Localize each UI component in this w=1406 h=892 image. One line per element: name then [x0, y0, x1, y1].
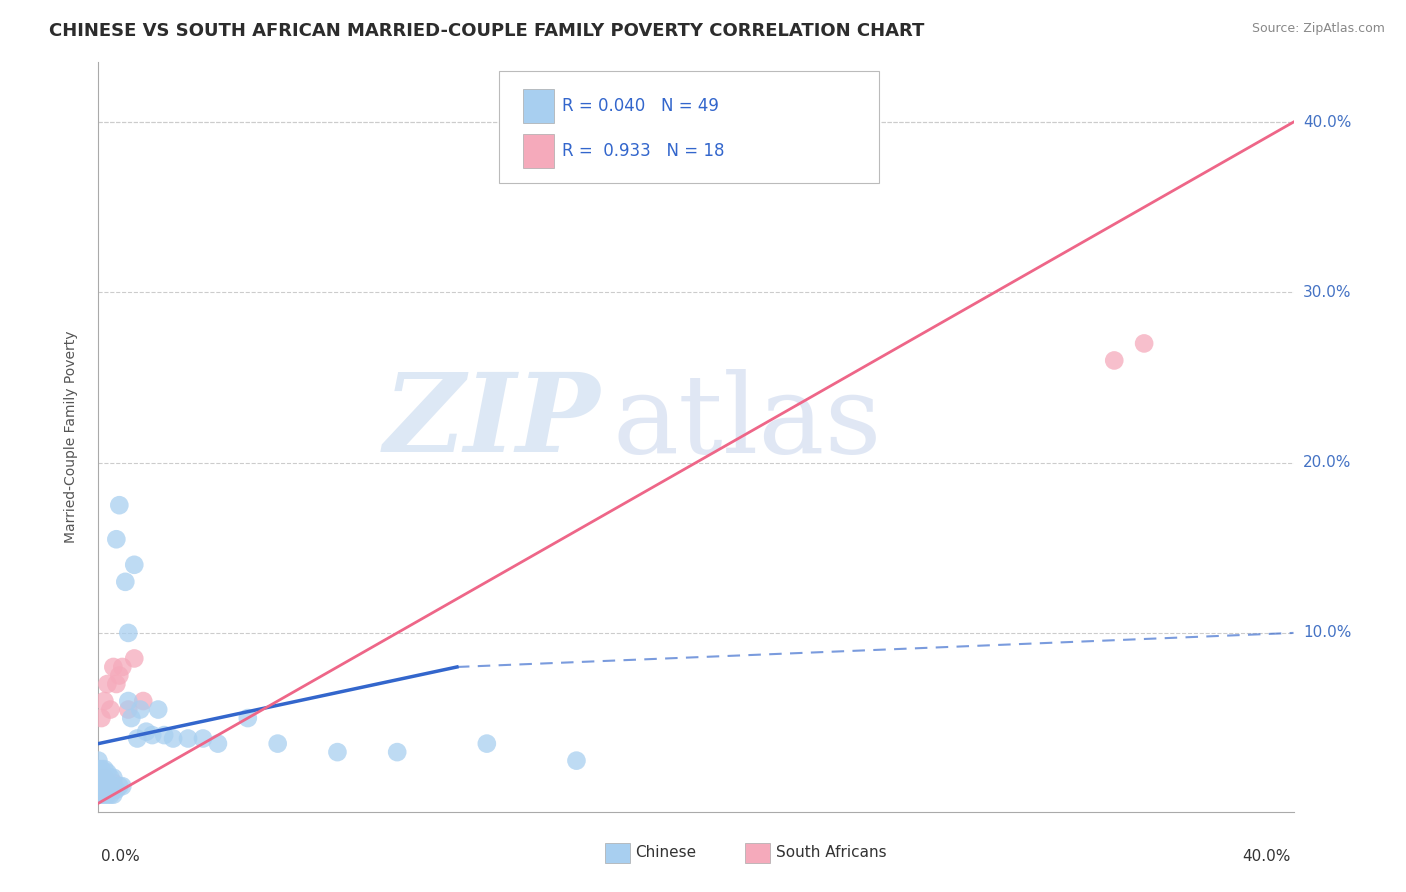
Point: [108, 779, 131, 793]
Point: [191, 731, 214, 746]
Point: [117, 694, 139, 708]
Point: [153, 728, 176, 742]
Point: [98, 771, 122, 785]
Point: [177, 731, 200, 746]
Point: [93, 788, 115, 802]
Point: [93, 771, 115, 785]
Point: [565, 754, 588, 768]
Point: [96, 677, 118, 691]
Point: [105, 782, 128, 797]
Point: [96, 782, 118, 797]
Point: [87, 788, 110, 802]
Point: [103, 788, 125, 802]
Point: [267, 737, 290, 751]
Text: 40.0%: 40.0%: [1303, 114, 1351, 129]
Point: [129, 702, 152, 716]
Point: [103, 776, 125, 790]
Text: R = 0.040   N = 49: R = 0.040 N = 49: [562, 97, 720, 115]
Text: Chinese: Chinese: [636, 846, 696, 860]
Point: [96, 788, 118, 802]
Point: [87, 771, 110, 785]
Point: [127, 731, 149, 746]
Point: [98, 779, 122, 793]
Text: 40.0%: 40.0%: [1241, 849, 1291, 864]
Point: [105, 677, 128, 691]
Point: [87, 762, 110, 776]
Point: [103, 779, 125, 793]
Text: ZIP: ZIP: [384, 368, 600, 475]
Point: [103, 771, 125, 785]
Point: [135, 724, 157, 739]
Point: [162, 731, 184, 746]
Point: [98, 788, 122, 802]
Point: [90, 779, 112, 793]
Point: [96, 779, 118, 793]
Point: [96, 776, 118, 790]
Point: [103, 660, 125, 674]
Point: [132, 694, 155, 708]
Text: 10.0%: 10.0%: [1303, 625, 1351, 640]
Point: [93, 771, 115, 785]
Point: [207, 737, 229, 751]
Text: 20.0%: 20.0%: [1303, 455, 1351, 470]
Point: [90, 762, 112, 776]
Point: [117, 626, 139, 640]
Text: R =  0.933   N = 18: R = 0.933 N = 18: [562, 142, 725, 160]
Point: [114, 574, 136, 589]
Point: [326, 745, 349, 759]
Point: [124, 558, 146, 572]
Point: [93, 779, 115, 793]
Point: [111, 660, 134, 674]
Point: [385, 745, 409, 759]
Point: [93, 762, 115, 776]
Point: [98, 702, 122, 716]
Text: 30.0%: 30.0%: [1303, 285, 1351, 300]
Point: [96, 765, 118, 780]
Text: CHINESE VS SOUTH AFRICAN MARRIED-COUPLE FAMILY POVERTY CORRELATION CHART: CHINESE VS SOUTH AFRICAN MARRIED-COUPLE …: [49, 22, 925, 40]
Text: Source: ZipAtlas.com: Source: ZipAtlas.com: [1251, 22, 1385, 36]
Point: [108, 668, 131, 682]
Point: [90, 771, 112, 785]
Y-axis label: Married-Couple Family Poverty: Married-Couple Family Poverty: [63, 331, 77, 543]
Point: [93, 694, 115, 708]
Point: [141, 728, 163, 742]
Point: [148, 702, 170, 716]
Point: [87, 788, 110, 802]
Point: [236, 711, 259, 725]
Text: 0.0%: 0.0%: [101, 849, 141, 864]
Point: [90, 711, 112, 725]
Point: [1104, 353, 1126, 368]
Point: [124, 651, 146, 665]
Text: atlas: atlas: [613, 368, 882, 475]
Point: [475, 737, 498, 751]
Point: [120, 711, 142, 725]
Point: [111, 779, 134, 793]
Point: [87, 754, 110, 768]
Point: [108, 498, 131, 512]
Point: [90, 779, 112, 793]
Point: [90, 788, 112, 802]
Point: [87, 779, 110, 793]
Point: [117, 702, 139, 716]
Point: [105, 533, 128, 547]
Text: South Africans: South Africans: [776, 846, 887, 860]
Point: [1133, 336, 1156, 351]
